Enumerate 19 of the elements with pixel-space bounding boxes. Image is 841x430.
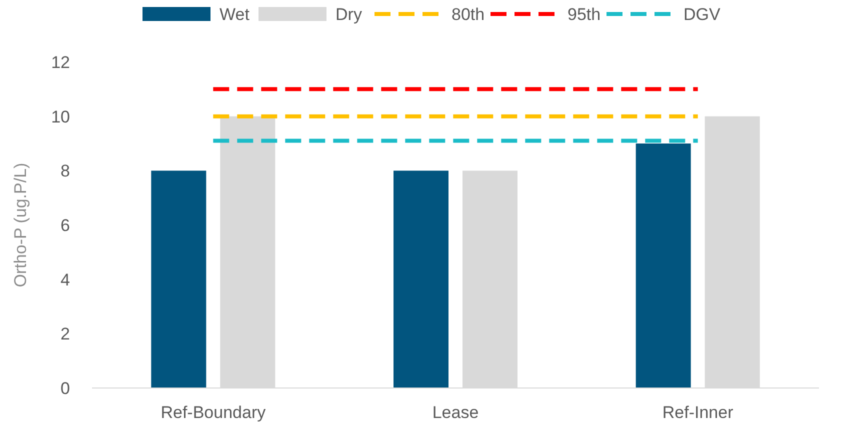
legend-label: 80th xyxy=(452,4,485,24)
bar xyxy=(151,170,206,388)
y-tick-label: 2 xyxy=(60,324,70,344)
bar xyxy=(636,144,691,388)
y-tick-label: 12 xyxy=(51,52,70,72)
y-tick-label: 0 xyxy=(60,378,70,398)
y-tick-label: 8 xyxy=(60,162,70,181)
y-tick-label: 10 xyxy=(51,107,70,126)
x-tick-label: Ref-Inner xyxy=(662,403,734,422)
bar xyxy=(394,170,448,388)
y-axis-title: Ortho-P (ug.P/L) xyxy=(11,162,30,288)
x-tick-label: Lease xyxy=(432,403,479,422)
legend-label: DGV xyxy=(684,4,721,24)
y-tick-label: 4 xyxy=(60,270,70,290)
legend-label: Wet xyxy=(220,4,250,24)
legend-label: Dry xyxy=(336,4,362,24)
x-tick-label: Ref-Boundary xyxy=(160,403,266,422)
legend-label: 95th xyxy=(568,4,601,24)
y-tick-label: 6 xyxy=(60,216,70,235)
